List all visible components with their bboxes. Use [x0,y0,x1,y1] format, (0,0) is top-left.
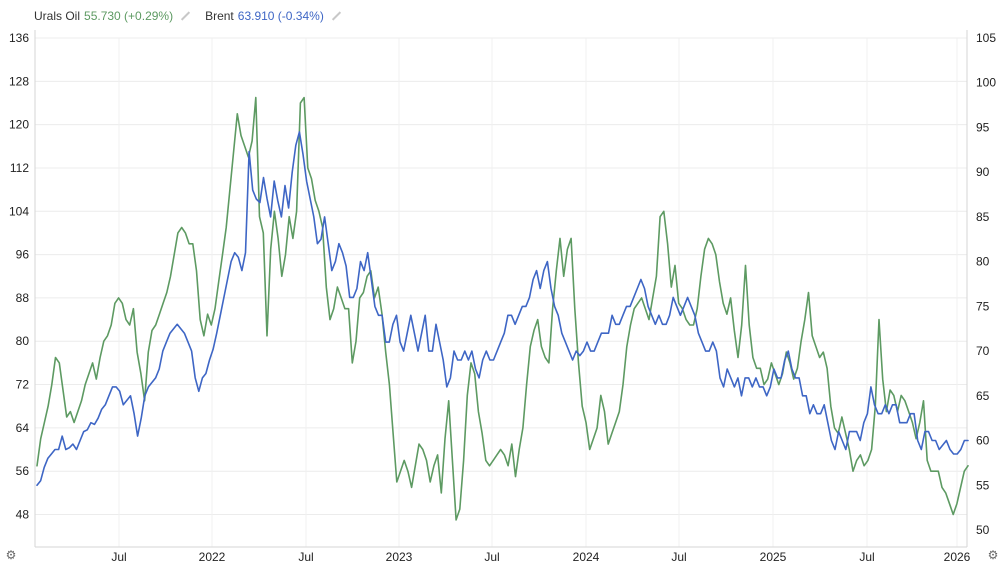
y-tick-label-left: 128 [9,74,29,88]
edit-pen-icon[interactable] [179,10,191,22]
y-tick-label-left: 72 [16,378,30,392]
y-tick-label-right: 55 [976,478,990,492]
settings-gear-icon-right[interactable]: ⚙ [987,548,999,562]
x-tick-label: Jul [111,550,126,564]
legend-brent-value: 63.910 (-0.34%) [237,9,324,23]
x-tick-label: Jul [298,550,313,564]
settings-gear-icon-left[interactable]: ⚙ [5,548,17,562]
legend-item-urals[interactable]: Urals Oil 55.730 (+0.29%) [34,9,191,23]
series-line-brent [36,131,969,487]
legend-item-brent[interactable]: Brent 63.910 (-0.34%) [205,9,342,23]
y-tick-label-left: 136 [9,31,29,45]
y-tick-label-right: 75 [976,299,990,313]
x-tick-label: Jul [859,550,874,564]
y-tick-label-right: 105 [976,31,996,45]
x-tick-label: Jul [671,550,686,564]
legend-urals-name: Urals Oil [34,9,81,23]
y-tick-label-right: 90 [976,165,990,179]
legend-brent-name: Brent [205,9,234,23]
x-tick-label: Jul [484,550,499,564]
y-tick-label-left: 64 [16,421,30,435]
series-line-urals-oil [36,96,969,521]
edit-pen-icon[interactable] [330,10,342,22]
y-tick-label-right: 60 [976,434,990,448]
y-tick-label-right: 85 [976,210,990,224]
y-tick-label-left: 120 [9,118,29,132]
x-tick-label: 2025 [760,550,787,564]
x-tick-label: 2023 [386,550,413,564]
x-tick-label: 2026 [944,550,971,564]
y-tick-label-right: 70 [976,344,990,358]
y-tick-label-right: 95 [976,120,990,134]
y-tick-label-right: 50 [976,523,990,537]
y-tick-label-left: 96 [16,248,30,262]
grid [35,37,967,547]
y-tick-label-left: 56 [16,464,30,478]
plot-area[interactable] [36,96,969,521]
y-tick-label-right: 80 [976,255,990,269]
x-tick-label: 2022 [199,550,226,564]
y-tick-label-left: 104 [9,204,29,218]
y-tick-label-left: 112 [10,161,29,175]
y-tick-label-left: 88 [16,291,30,305]
y-tick-label-left: 80 [16,334,30,348]
y-tick-label-right: 65 [976,389,990,403]
axes: 48 56 64 72 80 88 96 104 112 120 128 136 50 55 60 65 70 7… [9,30,996,564]
y-tick-label-right: 100 [976,76,996,90]
x-tick-label: 2024 [573,550,600,564]
legend-urals-value: 55.730 (+0.29%) [84,9,174,23]
legend: Urals Oil 55.730 (+0.29%) Brent 63.910 (… [34,9,356,23]
y-tick-label-left: 48 [16,508,30,522]
